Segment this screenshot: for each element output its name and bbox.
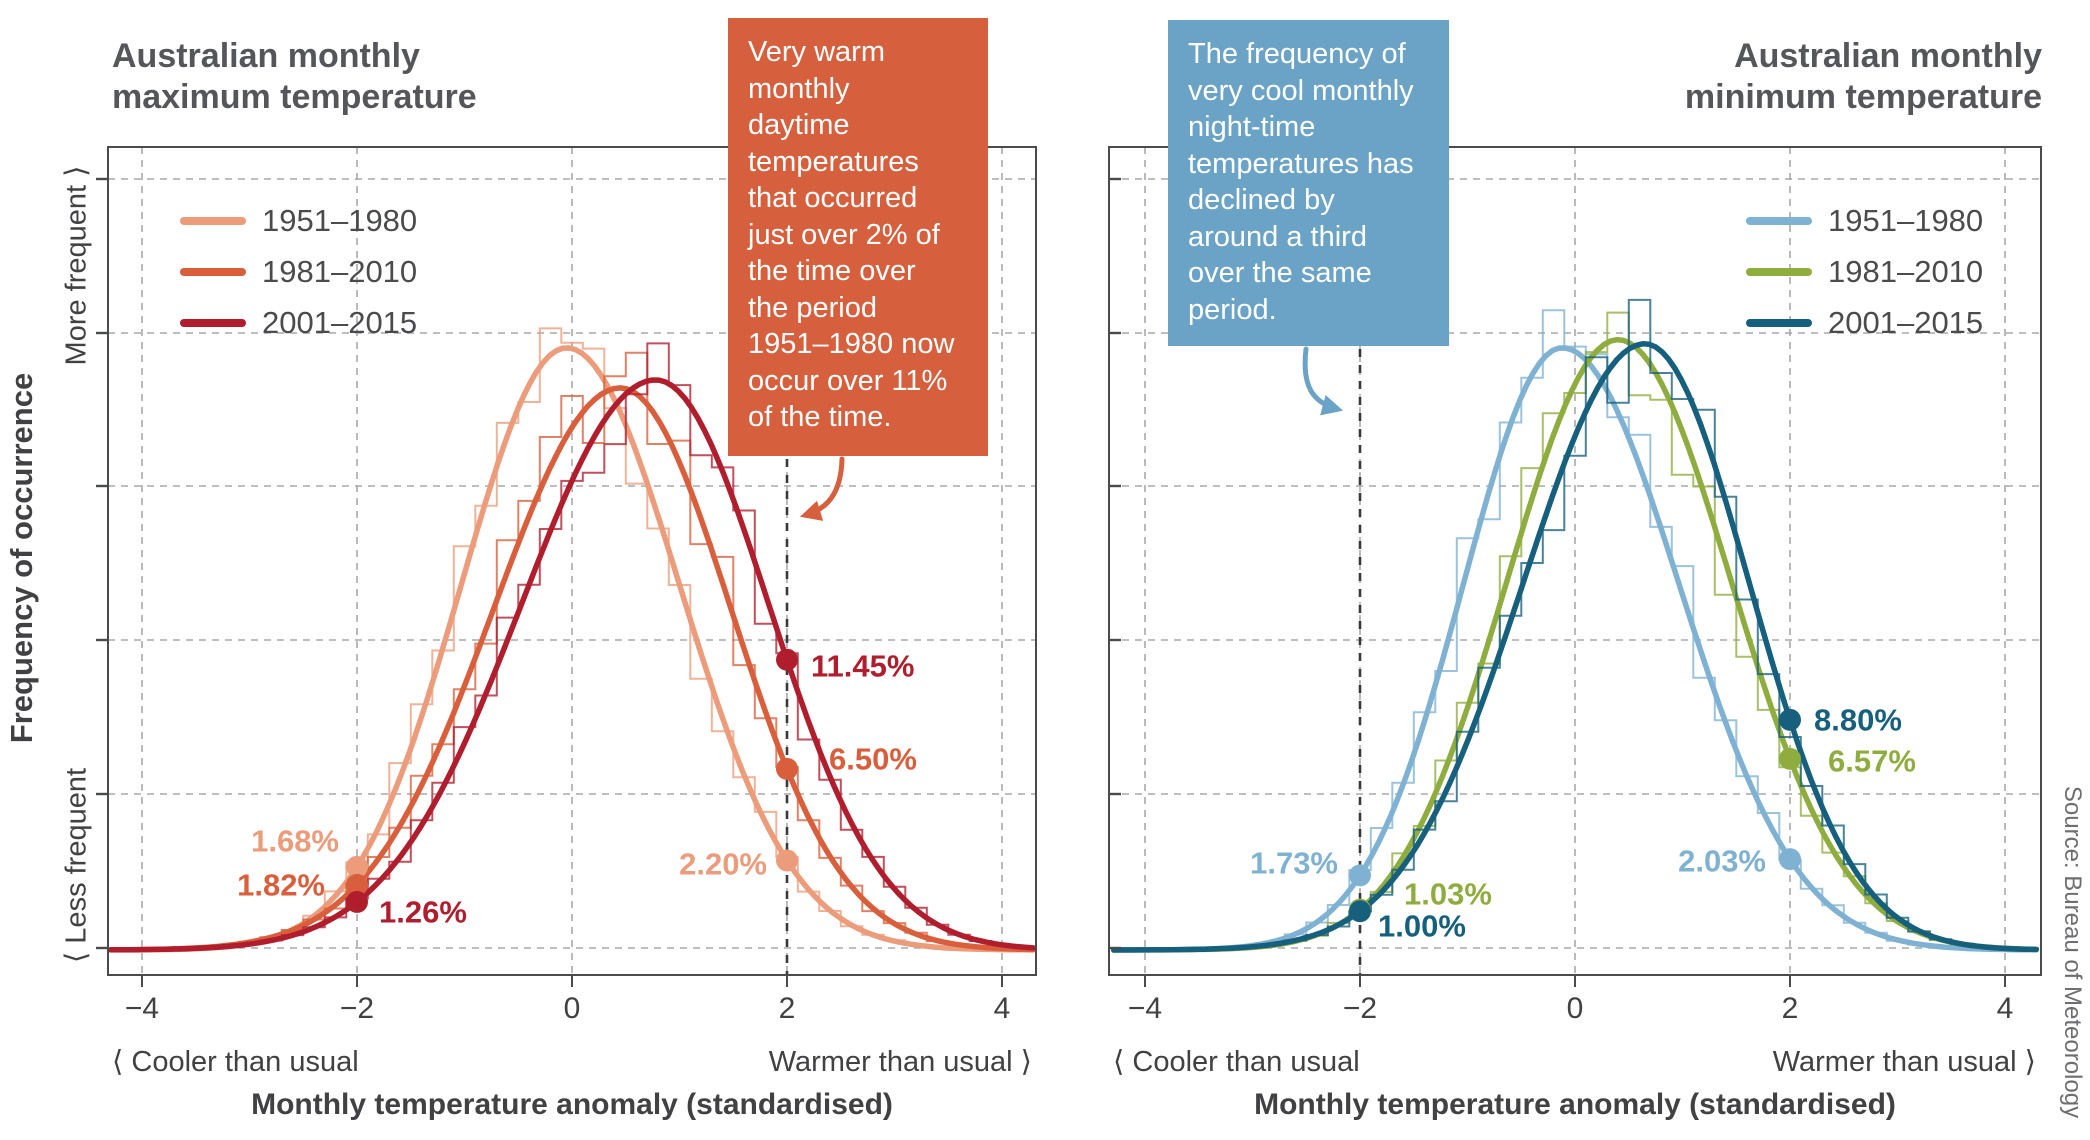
marker-label-min-2001-minus2: 1.00% bbox=[1378, 908, 1466, 944]
x-tick-label: 2 bbox=[1781, 992, 1799, 1025]
y-axis-title: Frequency of occurrence bbox=[4, 372, 39, 744]
marker-label-max-1981-plus2: 6.50% bbox=[829, 741, 917, 777]
density-curve-2001–2015 bbox=[1111, 341, 2039, 953]
marker-dot bbox=[1349, 864, 1371, 887]
callout-very-warm: Very warm monthly daytime temperatures t… bbox=[728, 18, 988, 456]
x-axis-title-left: Monthly temperature anomaly (standardise… bbox=[251, 1088, 893, 1121]
cooler-label-right-panel: ⟨ Cooler than usual bbox=[1113, 1046, 1360, 1078]
legend-swatch-1981-2010 bbox=[180, 268, 246, 276]
marker-dot bbox=[776, 648, 798, 671]
legend-label: 1951–1980 bbox=[262, 203, 418, 238]
marker-label-min-2001-plus2: 8.80% bbox=[1814, 702, 1902, 738]
legend-label: 1981–2010 bbox=[262, 254, 418, 289]
callout-arrow bbox=[799, 456, 845, 521]
legend-swatch-1951-1980 bbox=[180, 217, 246, 225]
marker-dot bbox=[1779, 848, 1801, 871]
legend-item: 1951–1980 bbox=[1746, 203, 1983, 239]
marker-label-min-1981-plus2: 6.57% bbox=[1828, 743, 1916, 779]
legend-label: 2001–2015 bbox=[1828, 305, 1984, 340]
marker-dot bbox=[776, 849, 798, 872]
x-tick-label: −4 bbox=[1127, 992, 1163, 1025]
marker-dot bbox=[346, 855, 368, 878]
marker-label-max-2001-plus2: 11.45% bbox=[811, 648, 915, 684]
marker-dot bbox=[1349, 900, 1371, 923]
callout-arrow bbox=[1302, 346, 1344, 416]
x-tick-label: 4 bbox=[1996, 992, 2014, 1025]
marker-label-max-1951-plus2: 2.20% bbox=[679, 846, 767, 882]
warmer-label-right-panel: Warmer than usual ⟩ bbox=[1772, 1046, 2036, 1078]
x-axis-title-right: Monthly temperature anomaly (standardise… bbox=[1254, 1088, 1896, 1121]
legend-label: 2001–2015 bbox=[262, 305, 418, 340]
marker-label-max-2001-minus2: 1.26% bbox=[379, 894, 467, 930]
right-panel-title-line2: minimum temperature bbox=[1684, 78, 2042, 116]
callout-very-cool: The frequency of very cool monthly night… bbox=[1168, 20, 1449, 346]
marker-dot bbox=[1779, 747, 1801, 770]
x-tick-label: −2 bbox=[1342, 992, 1378, 1025]
legend-swatch-2001-2015 bbox=[180, 319, 246, 327]
legend-item: 2001–2015 bbox=[180, 305, 417, 341]
warmer-label-left-panel: Warmer than usual ⟩ bbox=[768, 1046, 1032, 1078]
y-axis-less-frequent-label: ⟨ Less frequent bbox=[60, 767, 93, 964]
x-tick-label: 0 bbox=[563, 992, 581, 1025]
density-curve-2001–2015 bbox=[108, 377, 1036, 953]
marker-label-max-1981-minus2: 1.82% bbox=[237, 867, 325, 903]
panel-left bbox=[96, 146, 1037, 987]
x-tick-label: 0 bbox=[1566, 992, 1584, 1025]
marker-dot bbox=[776, 757, 798, 780]
marker-label-min-1981-minus2: 1.03% bbox=[1404, 876, 1492, 912]
x-tick-label: −4 bbox=[124, 992, 160, 1025]
x-tick-label: −2 bbox=[339, 992, 375, 1025]
right-panel-title-line1: Australian monthly bbox=[1734, 37, 2042, 75]
left-panel-title: Australian monthly maximum temperature bbox=[112, 36, 477, 118]
x-tick-label: 2 bbox=[778, 992, 796, 1025]
marker-label-min-1951-plus2: 2.03% bbox=[1678, 843, 1766, 879]
legend-swatch-1981-2010 bbox=[1746, 268, 1812, 276]
legend-item: 2001–2015 bbox=[1746, 305, 1983, 341]
panel-right bbox=[1108, 146, 2042, 987]
legend-item: 1981–2010 bbox=[180, 254, 417, 290]
marker-dot bbox=[346, 890, 368, 913]
legend-label: 1951–1980 bbox=[1828, 203, 1984, 238]
legend-label: 1981–2010 bbox=[1828, 254, 1984, 289]
legend-swatch-2001-2015 bbox=[1746, 319, 1812, 327]
legend-swatch-1951-1980 bbox=[1746, 217, 1812, 225]
legend-item: 1951–1980 bbox=[180, 203, 417, 239]
right-panel-title: Australian monthly minimum temperature bbox=[1442, 36, 2042, 118]
left-panel-title-line2: maximum temperature bbox=[112, 78, 477, 116]
marker-label-min-1951-minus2: 1.73% bbox=[1250, 845, 1338, 881]
marker-label-max-1951-minus2: 1.68% bbox=[251, 823, 339, 859]
y-axis-more-frequent-label: More frequent ⟩ bbox=[60, 165, 93, 366]
source-credit: Source: Bureau of Meteorology bbox=[2059, 785, 2086, 1119]
x-tick-label: 4 bbox=[993, 992, 1011, 1025]
cooler-label-left-panel: ⟨ Cooler than usual bbox=[112, 1046, 359, 1078]
left-panel-title-line1: Australian monthly bbox=[112, 37, 420, 75]
marker-dot bbox=[1779, 708, 1801, 731]
density-curve-1981–2010 bbox=[108, 385, 1036, 953]
legend-item: 1981–2010 bbox=[1746, 254, 1983, 290]
marker-dot bbox=[346, 873, 368, 896]
